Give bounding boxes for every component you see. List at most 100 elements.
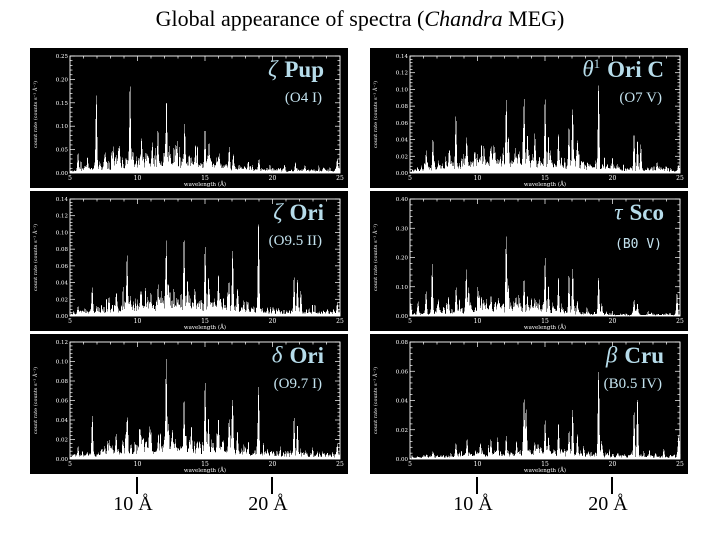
svg-text:0.00: 0.00	[56, 457, 69, 463]
star-spectral-type: (O9.7 I)	[273, 376, 322, 392]
svg-text:20: 20	[609, 318, 617, 325]
svg-text:15: 15	[541, 461, 549, 468]
callout-tick-line	[136, 477, 138, 494]
svg-text:wavelength (Å): wavelength (Å)	[524, 323, 566, 331]
svg-text:5: 5	[408, 461, 412, 468]
spectrum-plot: 5 10 15 20 25 0.00 0.02 0.04 0.06 0.08 wavelength …	[371, 340, 684, 474]
svg-text:0.12: 0.12	[56, 214, 68, 220]
callout-tick-line	[271, 477, 273, 494]
svg-text:0.14: 0.14	[396, 54, 409, 60]
svg-text:0.20: 0.20	[56, 77, 69, 83]
svg-text:0.14: 0.14	[56, 197, 69, 203]
svg-text:20: 20	[269, 461, 277, 468]
star-name-text: Ori C	[607, 56, 664, 82]
svg-text:0.06: 0.06	[396, 121, 409, 127]
spectrum-plot: 5 10 15 20 25 0.00 0.02 0.04 0.06 0.08 0.10 0.12 0.1…	[371, 54, 684, 188]
star-name: ζ Ori	[273, 199, 324, 226]
greek-letter: θ	[582, 56, 594, 82]
callout-label: 10 Å	[113, 493, 153, 515]
svg-text:15: 15	[541, 175, 549, 182]
svg-text:0.06: 0.06	[56, 264, 69, 270]
title-suffix: MEG)	[502, 6, 565, 31]
svg-text:count rate (counts s⁻¹ Å⁻¹): count rate (counts s⁻¹ Å⁻¹)	[31, 81, 39, 148]
svg-text:25: 25	[676, 461, 684, 468]
callout-label: 10 Å	[453, 493, 493, 515]
svg-text:5: 5	[68, 461, 72, 468]
svg-text:wavelength (Å): wavelength (Å)	[184, 323, 226, 331]
svg-text:0.04: 0.04	[396, 138, 409, 144]
greek-superscript: 1	[593, 56, 601, 71]
svg-text:0.15: 0.15	[56, 101, 69, 107]
svg-text:5: 5	[408, 175, 412, 182]
star-spectral-type: (O7 V)	[619, 90, 662, 106]
star-name: δ Ori	[272, 342, 324, 369]
svg-text:count rate (counts s⁻¹ Å⁻¹): count rate (counts s⁻¹ Å⁻¹)	[31, 224, 39, 291]
svg-text:25: 25	[676, 175, 684, 182]
callout-tick-line	[476, 477, 478, 494]
svg-text:count rate (counts s⁻¹ Å⁻¹): count rate (counts s⁻¹ Å⁻¹)	[371, 81, 379, 148]
star-name-text: Cru	[624, 342, 664, 368]
svg-text:0.10: 0.10	[396, 87, 409, 93]
star-name: τ Sco	[614, 199, 664, 226]
svg-text:10: 10	[474, 175, 482, 182]
svg-text:0.12: 0.12	[396, 71, 408, 77]
svg-text:wavelength (Å): wavelength (Å)	[184, 466, 226, 474]
svg-text:0.10: 0.10	[56, 360, 69, 366]
svg-text:0.08: 0.08	[396, 104, 409, 110]
svg-text:0.10: 0.10	[56, 230, 69, 236]
callout-label: 20 Å	[588, 493, 628, 515]
svg-text:wavelength (Å): wavelength (Å)	[184, 180, 226, 188]
spectrum-panel-delta-ori: 5 10 15 20 25 0.00 0.02 0.04 0.06 0.08 0.10 0.12 wav…	[30, 334, 348, 474]
svg-text:0.20: 0.20	[396, 256, 409, 262]
svg-text:5: 5	[68, 175, 72, 182]
spectrum-plot: 5 10 15 20 25 0.00 0.02 0.04 0.06 0.08 0.10 0.12 0.1…	[31, 197, 344, 331]
svg-text:10: 10	[474, 461, 482, 468]
svg-text:0.00: 0.00	[396, 314, 409, 320]
svg-text:0.02: 0.02	[56, 297, 68, 303]
svg-text:0.25: 0.25	[56, 54, 69, 60]
spectrum-panel-zeta-pup: 5 10 15 20 25 0.00 0.05 0.10 0.15 0.20 0.25 wavelen…	[30, 48, 348, 188]
svg-text:10: 10	[474, 318, 482, 325]
svg-text:20: 20	[609, 461, 617, 468]
svg-text:0.04: 0.04	[56, 418, 69, 424]
svg-text:0.00: 0.00	[56, 171, 69, 177]
greek-letter: ζ	[273, 199, 283, 225]
spectrum-panel-tau-sco: 5 10 15 20 25 0.00 0.10 0.20 0.30 0.40 wavelength …	[370, 191, 688, 331]
spectra-grid: 5 10 15 20 25 0.00 0.05 0.10 0.15 0.20 0.25 wavelen…	[30, 48, 688, 474]
svg-text:10: 10	[134, 461, 142, 468]
svg-text:0.06: 0.06	[396, 369, 409, 375]
svg-text:0.04: 0.04	[396, 399, 409, 405]
svg-text:0.02: 0.02	[396, 154, 408, 160]
svg-text:15: 15	[201, 318, 209, 325]
star-name-text: Ori	[289, 199, 325, 225]
svg-text:25: 25	[676, 318, 684, 325]
svg-text:wavelength (Å): wavelength (Å)	[524, 466, 566, 474]
star-name: ζ Pup	[268, 56, 324, 83]
svg-text:count rate (counts s⁻¹ Å⁻¹): count rate (counts s⁻¹ Å⁻¹)	[371, 224, 379, 291]
greek-letter: ζ	[268, 56, 278, 82]
svg-text:5: 5	[68, 318, 72, 325]
svg-text:0.00: 0.00	[396, 171, 409, 177]
callout-label: 20 Å	[248, 493, 288, 515]
svg-text:20: 20	[269, 175, 277, 182]
title-italic-chandra: Chandra	[424, 6, 503, 31]
svg-text:0.30: 0.30	[396, 226, 409, 232]
title-prefix: Global appearance of spectra (	[155, 6, 425, 31]
svg-text:10: 10	[134, 175, 142, 182]
svg-text:0.12: 0.12	[56, 340, 68, 346]
svg-text:0.04: 0.04	[56, 281, 69, 287]
svg-text:25: 25	[336, 461, 344, 468]
greek-letter: β	[605, 342, 618, 368]
spectrum-panel-zeta-ori: 5 10 15 20 25 0.00 0.02 0.04 0.06 0.08 0.10 0.12 0.1…	[30, 191, 348, 331]
star-spectral-type: (B0 V)	[615, 237, 662, 252]
svg-text:0.40: 0.40	[396, 197, 409, 203]
spectrum-plot: 5 10 15 20 25 0.00 0.02 0.04 0.06 0.08 0.10 0.12 wav…	[31, 340, 344, 474]
spectrum-panel-beta-cru: 5 10 15 20 25 0.00 0.02 0.04 0.06 0.08 wavelength …	[370, 334, 688, 474]
callout-tick-line	[611, 477, 613, 494]
svg-text:0.02: 0.02	[56, 438, 68, 444]
svg-text:15: 15	[201, 461, 209, 468]
spectrum-panel-theta1-ori-c: 5 10 15 20 25 0.00 0.02 0.04 0.06 0.08 0.10 0.12 0.1…	[370, 48, 688, 188]
svg-text:0.08: 0.08	[56, 379, 69, 385]
star-name-text: Pup	[284, 56, 324, 82]
svg-text:0.08: 0.08	[56, 247, 69, 253]
